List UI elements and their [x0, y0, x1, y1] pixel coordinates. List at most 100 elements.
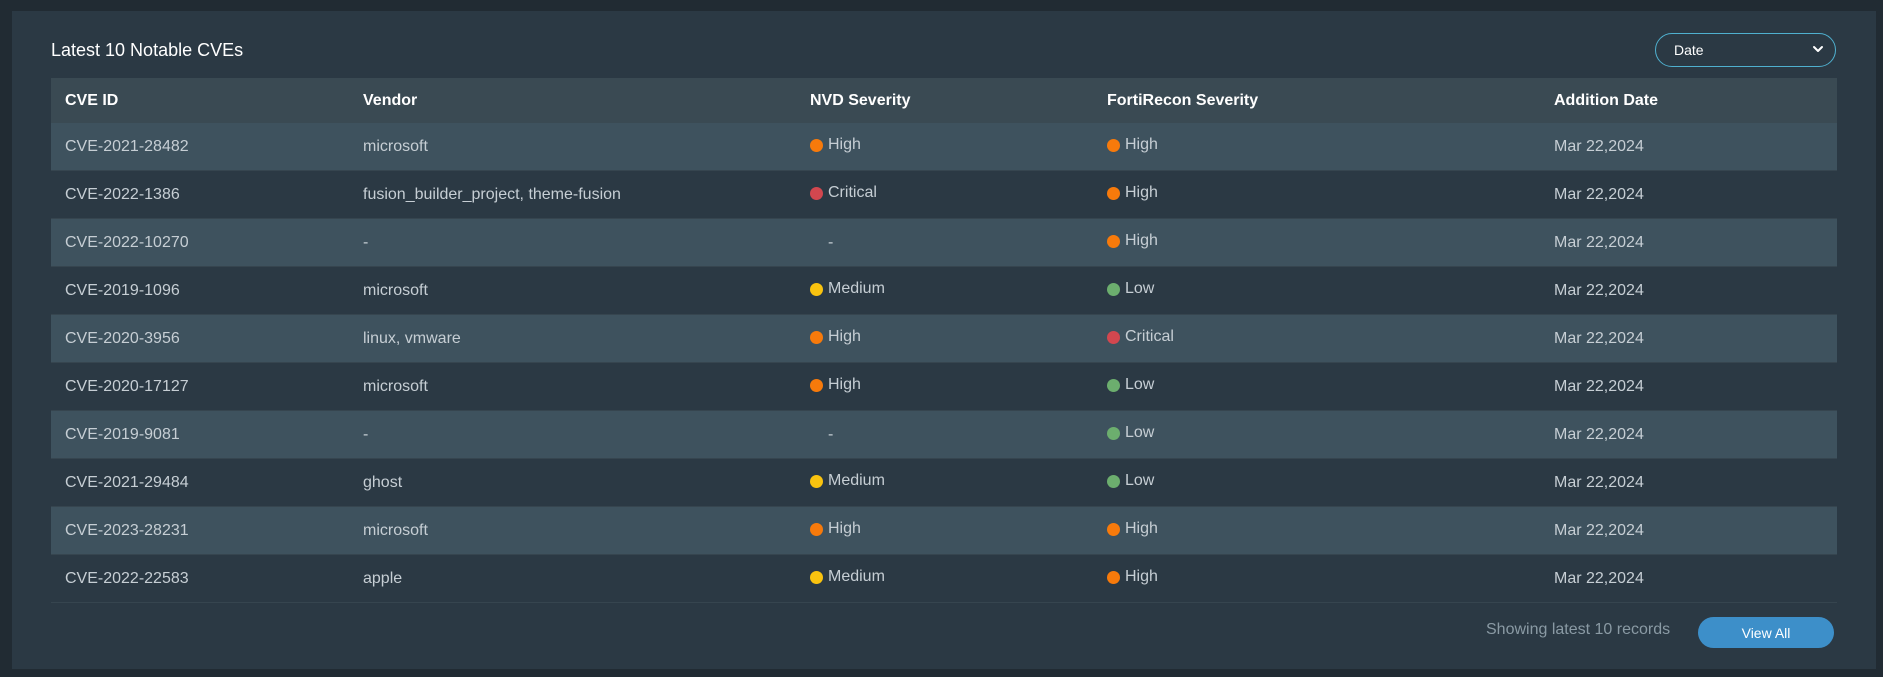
vendor-cell: microsoft	[349, 266, 796, 315]
nvd-severity-cell-empty: -	[828, 233, 834, 251]
nvd-severity-cell: Medium	[796, 266, 1093, 315]
nvd-severity-cell: High	[796, 123, 1093, 171]
fortirecon-severity-cell: High	[1093, 506, 1540, 555]
severity-dot-icon	[1107, 186, 1120, 200]
nvd-severity-cell-label: Medium	[828, 568, 885, 586]
fortirecon-severity-cell: Low	[1093, 458, 1540, 507]
table-row[interactable]: CVE-2020-3956 linux, vmware High Critical Ma…	[51, 314, 1837, 363]
addition-date-cell: Mar 22,2024	[1540, 314, 1837, 363]
vendor-cell: apple	[349, 554, 796, 603]
view-all-button[interactable]: View All	[1698, 617, 1834, 648]
cve-id-cell[interactable]: CVE-2021-29484	[51, 458, 349, 507]
cve-id-cell[interactable]: CVE-2020-17127	[51, 362, 349, 411]
nvd-severity-cell: High	[796, 506, 1093, 555]
cve-id-cell[interactable]: CVE-2023-28231	[51, 506, 349, 555]
table-row[interactable]: CVE-2019-9081- - Low Mar 22,2024	[51, 410, 1837, 459]
cve-table: CVE ID Vendor NVD Severity FortiRecon Se…	[51, 78, 1837, 603]
nvd-severity-cell-label: Medium	[828, 472, 885, 490]
cve-id-cell[interactable]: CVE-2020-3956	[51, 314, 349, 363]
fortirecon-severity-cell: High	[1093, 554, 1540, 603]
fortirecon-severity-cell-label: High	[1125, 232, 1158, 250]
table-row[interactable]: CVE-2022-22583 apple Medium High Mar 22,2024	[51, 554, 1837, 603]
fortirecon-severity-cell-label: Low	[1125, 376, 1155, 394]
nvd-severity-cell-label: High	[828, 520, 861, 538]
severity-dot-icon	[810, 378, 823, 392]
table-row[interactable]: CVE-2021-29484 ghost Medium Low Mar 22,2024	[51, 458, 1837, 507]
table-row[interactable]: CVE-2022-1386 fusion_builder_project, the…	[51, 170, 1837, 219]
cve-id-cell[interactable]: CVE-2022-22583	[51, 554, 349, 603]
fortirecon-severity-cell-label: High	[1125, 184, 1158, 202]
severity-dot-icon	[810, 570, 823, 584]
severity-dot-icon	[1107, 330, 1120, 344]
addition-date-cell: Mar 22,2024	[1540, 458, 1837, 507]
vendor-cell: linux, vmware	[349, 314, 796, 363]
vendor-cell: -	[349, 218, 796, 267]
severity-dot-icon	[1107, 138, 1120, 152]
severity-dot-icon	[1107, 426, 1120, 440]
fortirecon-severity-cell-label: High	[1125, 568, 1158, 586]
vendor-cell: -	[349, 410, 796, 459]
fortirecon-severity-cell: Critical	[1093, 314, 1540, 363]
column-header-addition-date[interactable]: Addition Date	[1540, 78, 1837, 123]
nvd-severity-cell-label: High	[828, 328, 861, 346]
vendor-cell: ghost	[349, 458, 796, 507]
fortirecon-severity-cell: High	[1093, 170, 1540, 219]
table-row[interactable]: CVE-2019-1096 microsoft Medium Low Mar 22,20…	[51, 266, 1837, 315]
addition-date-cell: Mar 22,2024	[1540, 170, 1837, 219]
vendor-cell: microsoft	[349, 506, 796, 555]
fortirecon-severity-cell-label: Low	[1125, 280, 1155, 298]
nvd-severity-cell-label: Medium	[828, 280, 885, 298]
column-header-fortirecon-severity[interactable]: FortiRecon Severity	[1093, 78, 1540, 123]
severity-dot-icon	[1107, 234, 1120, 248]
table-row[interactable]: CVE-2021-28482 microsoft High High Mar 22,20…	[51, 123, 1837, 171]
nvd-severity-cell: High	[796, 314, 1093, 363]
addition-date-cell: Mar 22,2024	[1540, 218, 1837, 267]
addition-date-cell: Mar 22,2024	[1540, 506, 1837, 555]
vendor-cell: microsoft	[349, 123, 796, 171]
fortirecon-severity-cell: Low	[1093, 410, 1540, 459]
vendor-cell: fusion_builder_project, theme-fusion	[349, 170, 796, 219]
nvd-severity-cell-label: High	[828, 376, 861, 394]
notable-cves-widget: Latest 10 Notable CVEs Date CVE ID Vendo…	[12, 11, 1876, 669]
fortirecon-severity-cell: High	[1093, 218, 1540, 267]
cve-id-cell[interactable]: CVE-2022-10270	[51, 218, 349, 267]
chevron-down-icon	[1813, 46, 1823, 52]
addition-date-cell: Mar 22,2024	[1540, 266, 1837, 315]
column-header-cve-id[interactable]: CVE ID	[51, 78, 349, 123]
severity-dot-icon	[810, 330, 823, 344]
widget-title: Latest 10 Notable CVEs	[51, 40, 244, 60]
cve-id-cell[interactable]: CVE-2021-28482	[51, 123, 349, 171]
vendor-cell: microsoft	[349, 362, 796, 411]
nvd-severity-cell: High	[796, 362, 1093, 411]
severity-dot-icon	[1107, 282, 1120, 296]
fortirecon-severity-cell: Low	[1093, 362, 1540, 411]
table-row[interactable]: CVE-2022-10270- - High Mar 22,2024	[51, 218, 1837, 267]
cve-id-cell[interactable]: CVE-2019-1096	[51, 266, 349, 315]
severity-dot-icon	[810, 522, 823, 536]
addition-date-cell: Mar 22,2024	[1540, 410, 1837, 459]
addition-date-cell: Mar 22,2024	[1540, 123, 1837, 171]
severity-dot-icon	[810, 474, 823, 488]
column-header-nvd-severity[interactable]: NVD Severity	[796, 78, 1093, 123]
records-status: Showing latest 10 records	[1486, 621, 1671, 638]
severity-dot-icon	[1107, 570, 1120, 584]
fortirecon-severity-cell: Low	[1093, 266, 1540, 315]
cve-id-cell[interactable]: CVE-2019-9081	[51, 410, 349, 459]
nvd-severity-cell: Critical	[796, 170, 1093, 219]
severity-dot-icon	[1107, 522, 1120, 536]
column-header-vendor[interactable]: Vendor	[349, 78, 796, 123]
cve-id-cell[interactable]: CVE-2022-1386	[51, 170, 349, 219]
fortirecon-severity-cell-label: Low	[1125, 424, 1155, 442]
nvd-severity-cell: Medium	[796, 554, 1093, 603]
severity-dot-icon	[810, 138, 823, 152]
table-row[interactable]: CVE-2020-17127 microsoft High Low Mar 22,202…	[51, 362, 1837, 411]
severity-dot-icon	[810, 186, 823, 200]
nvd-severity-cell: -	[796, 410, 1093, 459]
sort-select[interactable]: Date	[1655, 33, 1836, 67]
nvd-severity-cell-label: High	[828, 136, 861, 154]
severity-dot-icon	[1107, 474, 1120, 488]
nvd-severity-cell-label: Critical	[828, 184, 877, 202]
fortirecon-severity-cell-label: High	[1125, 136, 1158, 154]
table-row[interactable]: CVE-2023-28231 microsoft High High Mar 22,20…	[51, 506, 1837, 555]
fortirecon-severity-cell-label: Critical	[1125, 328, 1174, 346]
